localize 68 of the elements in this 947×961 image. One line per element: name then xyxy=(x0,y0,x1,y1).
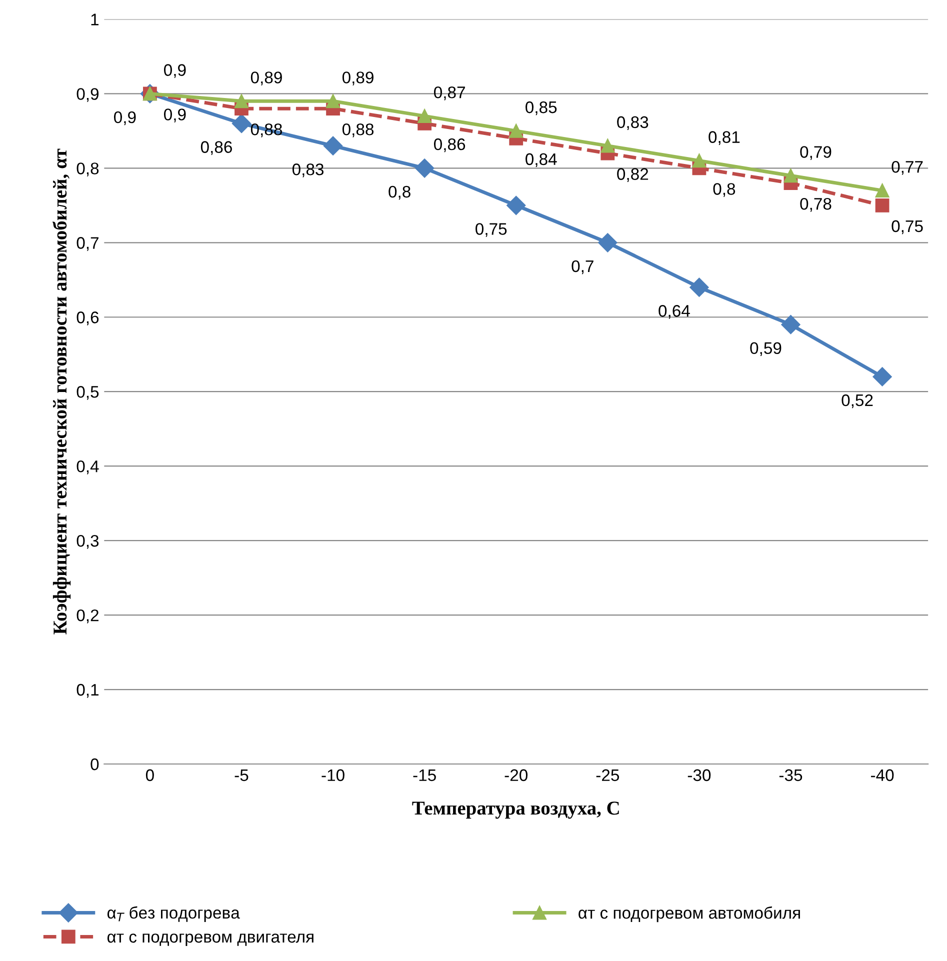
y-tick-label: 1 xyxy=(91,14,98,26)
data-label: 0,85 xyxy=(526,101,557,116)
data-label: 0,59 xyxy=(750,342,782,356)
data-label: 0,81 xyxy=(708,131,740,145)
data-label: 0,83 xyxy=(617,116,648,130)
legend-label: αт с подогревом двигателя xyxy=(107,934,314,946)
x-tick-label: -35 xyxy=(779,769,802,782)
data-label: 0,79 xyxy=(800,146,832,160)
data-label: 0,86 xyxy=(200,141,232,155)
x-tick-label: -5 xyxy=(234,769,248,782)
y-tick-label: 0,9 xyxy=(76,88,99,102)
y-tick-label: 0,1 xyxy=(76,684,98,698)
x-tick-label: -30 xyxy=(688,769,711,782)
point xyxy=(323,136,343,156)
point xyxy=(509,124,524,138)
point xyxy=(600,138,615,153)
data-label: 0,7 xyxy=(572,260,594,274)
point xyxy=(781,315,800,334)
data-label: 0,52 xyxy=(842,394,873,408)
point xyxy=(598,233,618,252)
data-label: 0,64 xyxy=(658,305,690,319)
x-tick-label: -25 xyxy=(596,769,620,782)
data-label: 0,86 xyxy=(434,138,466,152)
point xyxy=(875,184,890,198)
y-tick-label: 0 xyxy=(90,758,99,770)
data-label: 0,82 xyxy=(617,168,648,182)
x-tick-label: -20 xyxy=(504,769,528,782)
point xyxy=(692,154,706,168)
data-label: 0,84 xyxy=(526,153,557,168)
data-label: 0,9 xyxy=(114,111,136,126)
point xyxy=(234,94,248,108)
data-label: 0,78 xyxy=(800,198,832,212)
y-tick-label: 0,6 xyxy=(76,312,99,326)
data-label: 0,75 xyxy=(476,223,507,237)
data-label: 0,9 xyxy=(164,64,186,78)
data-label: 0,8 xyxy=(713,183,736,197)
point xyxy=(875,198,890,212)
y-axis-title: Коэффициент технической готовности автомобилей, αт xyxy=(52,148,71,634)
data-label: 0,88 xyxy=(342,123,374,138)
data-label: 0,87 xyxy=(434,86,465,100)
data-label: 0,89 xyxy=(342,72,374,86)
data-label: 0,77 xyxy=(892,160,923,175)
y-tick-label: 0,4 xyxy=(76,460,99,474)
x-axis-title: Температура воздуха, С xyxy=(412,802,619,819)
data-label: 0,9 xyxy=(164,108,186,122)
y-tick-label: 0,7 xyxy=(76,237,98,251)
point xyxy=(415,158,434,178)
x-tick-label: -15 xyxy=(413,769,436,782)
point xyxy=(690,278,709,297)
data-label: 0,75 xyxy=(892,220,923,234)
legend-label: α$_{T}$ без подогрева xyxy=(107,906,240,922)
data-label: 0,8 xyxy=(388,186,410,200)
y-tick-label: 0,2 xyxy=(76,609,98,624)
point xyxy=(872,367,892,386)
data-label: 0,89 xyxy=(250,72,282,86)
x-tick-label: 0 xyxy=(146,769,154,782)
data-label: 0,83 xyxy=(292,164,324,178)
y-tick-label: 0,8 xyxy=(76,162,99,176)
point xyxy=(232,114,252,134)
legend-label: αт с подогревом автомобиля xyxy=(578,906,800,922)
point xyxy=(326,94,340,108)
x-tick-label: -10 xyxy=(322,769,344,782)
y-tick-label: 0,5 xyxy=(76,386,99,400)
point xyxy=(418,109,432,123)
point xyxy=(784,168,798,183)
x-tick-label: -40 xyxy=(870,769,894,782)
y-tick-label: 0,3 xyxy=(76,534,99,549)
point xyxy=(506,196,526,215)
